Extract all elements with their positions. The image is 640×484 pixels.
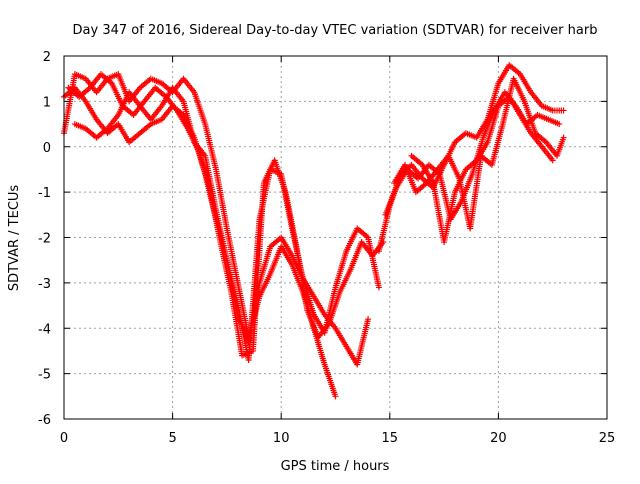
chart-title: Day 347 of 2016, Sidereal Day-to-day VTE… xyxy=(73,23,598,38)
y-axis-label: SDTVAR / TECUs xyxy=(7,185,22,292)
axis-ticks: 0 5 10 15 20 25 -6 -5 -4 -3 -2 -1 0 1 2 xyxy=(38,50,615,446)
data-point xyxy=(332,393,339,400)
data-point xyxy=(365,316,372,323)
y-tick-label: 0 xyxy=(43,141,51,156)
series-track-8 xyxy=(408,93,556,246)
x-tick-label: 5 xyxy=(168,431,176,446)
data-point xyxy=(375,284,382,291)
y-tick-label: -1 xyxy=(38,186,51,201)
x-tick-label: 10 xyxy=(273,431,290,446)
series-track-1 xyxy=(61,71,339,400)
series-track-4 xyxy=(71,84,382,364)
y-tick-label: -5 xyxy=(38,368,51,383)
y-tick-label: 2 xyxy=(43,50,51,65)
y-tick-label: 1 xyxy=(43,95,51,110)
series-track-3 xyxy=(65,71,387,359)
data-point xyxy=(549,157,556,164)
data-point xyxy=(556,121,563,128)
y-tick-label: -4 xyxy=(38,322,51,337)
x-axis-label: GPS time / hours xyxy=(281,459,390,474)
data-point xyxy=(560,134,567,141)
x-tick-label: 15 xyxy=(382,431,399,446)
x-tick-label: 25 xyxy=(599,431,616,446)
y-tick-label: -2 xyxy=(38,232,51,247)
y-tick-label: -3 xyxy=(38,277,51,292)
x-tick-label: 20 xyxy=(490,431,507,446)
y-tick-label: -6 xyxy=(38,413,51,428)
data-point xyxy=(560,107,567,114)
x-tick-label: 0 xyxy=(60,431,68,446)
data-series xyxy=(61,62,567,400)
